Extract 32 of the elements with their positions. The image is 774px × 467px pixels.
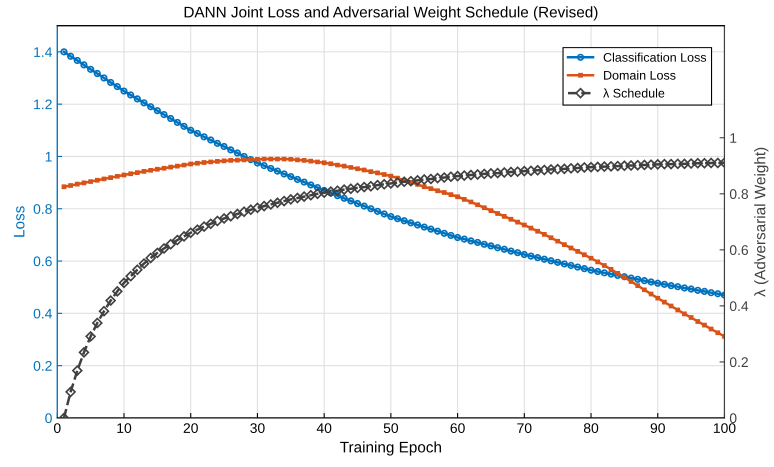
x-axis-title: Training Epoch	[340, 441, 441, 456]
x-tick-label: 60	[450, 423, 465, 434]
legend-label: Classification Loss	[604, 52, 706, 62]
x-tick-label: 80	[584, 423, 598, 434]
x-tick-label: 30	[250, 423, 265, 434]
x-tick-label: 50	[384, 423, 398, 434]
y-tick-label: 0.4	[34, 308, 52, 319]
chart-title: DANN Joint Loss and Adversarial Weight Schedule (Revised)	[184, 6, 598, 21]
y-tick-label: 0.6	[34, 256, 52, 266]
y-tick-label: 0.2	[34, 360, 52, 371]
x-tick-label: 100	[714, 423, 736, 434]
y-tick-label: 0	[45, 413, 52, 424]
x-tick-label: 20	[184, 423, 198, 434]
y2-tick-label: 0.6	[730, 245, 748, 256]
y-axis-title: Loss	[14, 206, 25, 237]
x-tick-label: 70	[517, 423, 532, 434]
y-tick-label: 0.8	[34, 204, 52, 214]
y-tick-label: 1	[46, 152, 52, 162]
legend-label: Domain Loss	[604, 70, 676, 80]
x-tick-label: 40	[316, 423, 332, 434]
x-tick-label: 90	[650, 423, 665, 434]
legend-label: λ Schedule	[603, 88, 664, 98]
y-tick-label: 1.2	[34, 99, 52, 110]
y2-tick-label: 0.2	[730, 357, 748, 368]
y2-tick-label: 0.4	[730, 301, 748, 312]
y2-tick-label: 0.8	[730, 189, 748, 199]
y2-tick-label: 1	[730, 133, 736, 143]
y-tick-label: 1.4	[34, 47, 52, 57]
y2-axis-title: λ (Adversarial Weight)	[754, 148, 768, 297]
x-tick-label: 0	[54, 423, 61, 434]
x-tick-label: 10	[117, 423, 132, 434]
y2-tick-label: 0	[730, 413, 737, 424]
